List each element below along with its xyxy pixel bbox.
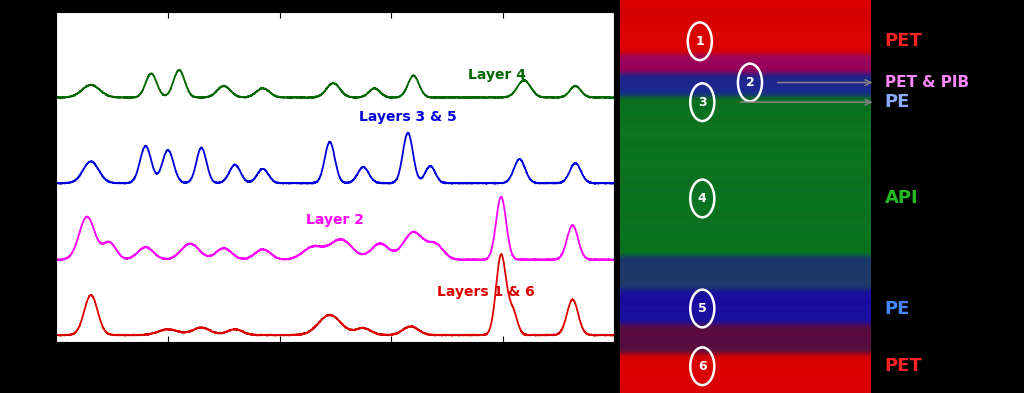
Text: API: API [885,189,919,208]
Text: 1: 1 [695,35,705,48]
Text: 6: 6 [698,360,707,373]
Text: PET & PIB: PET & PIB [885,75,969,90]
Text: PE: PE [885,93,910,111]
Text: 4: 4 [698,192,707,205]
Text: 5: 5 [698,302,707,315]
Text: 3: 3 [698,95,707,109]
Text: PET: PET [885,357,923,375]
Text: Layers 1 & 6: Layers 1 & 6 [437,285,535,299]
Text: Layer 2: Layer 2 [306,213,365,227]
Y-axis label: Intensity: Intensity [36,135,53,219]
Text: 2: 2 [745,76,755,89]
Text: PE: PE [885,299,910,318]
Text: PET: PET [885,32,923,50]
X-axis label: Wavelength (nm): Wavelength (nm) [255,366,416,384]
Text: Layer 4: Layer 4 [468,68,526,82]
Text: Layers 3 & 5: Layers 3 & 5 [359,110,457,125]
